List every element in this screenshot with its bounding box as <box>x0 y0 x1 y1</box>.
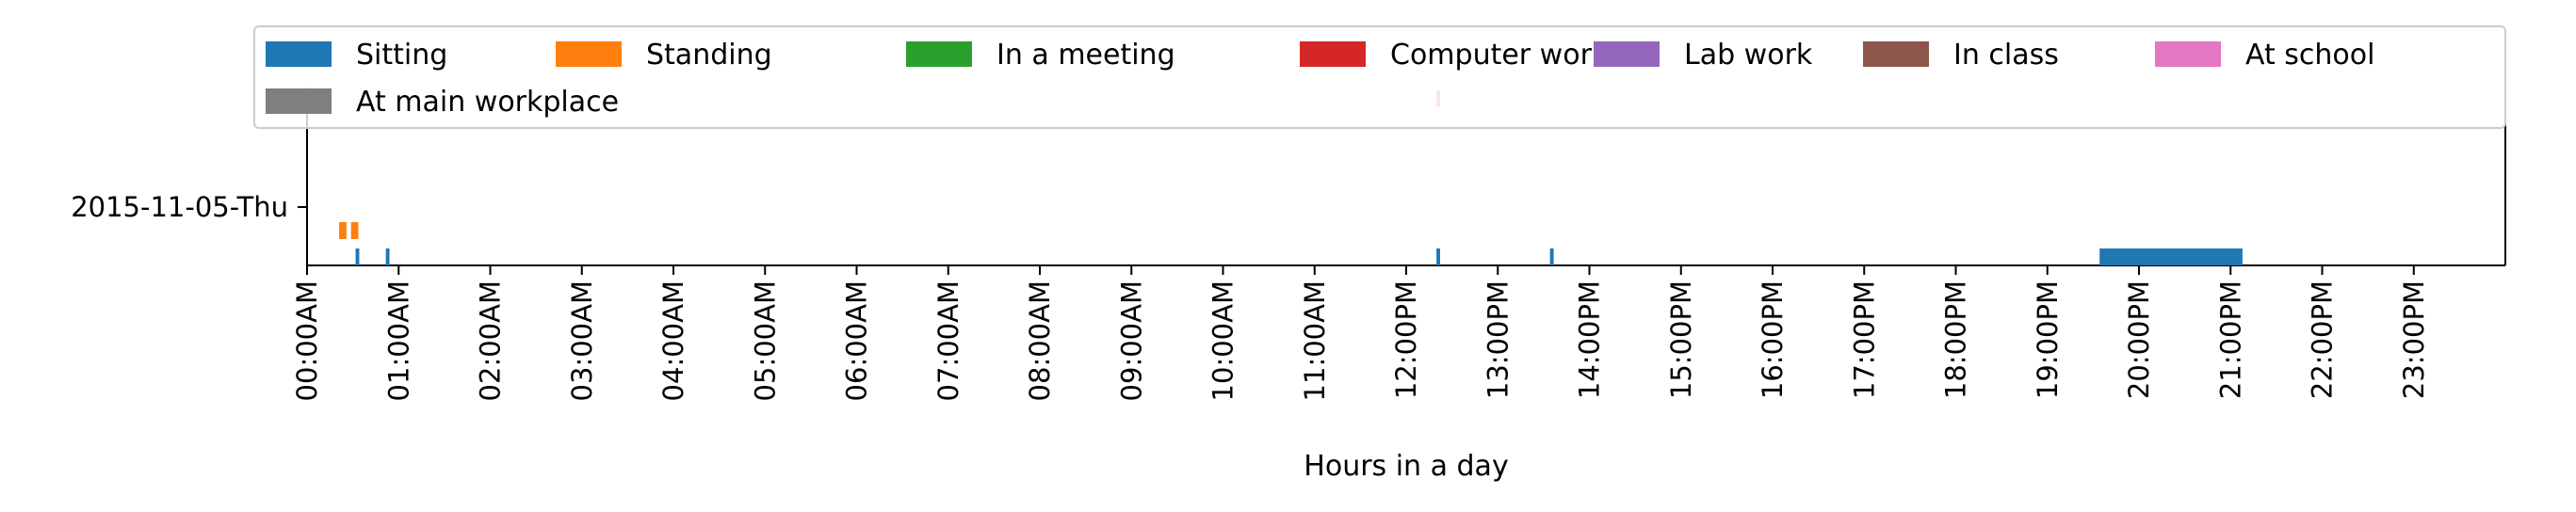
x-ticks: 00:00AM 01:00AM 02:00AM 03:00AM 04:00AM 05:00… <box>291 265 2430 401</box>
bar-sitting-1 <box>385 248 390 265</box>
x-tick-label-0: 00:00AM <box>291 280 323 401</box>
x-tick-label-10: 10:00AM <box>1207 280 1239 401</box>
y-axis: 2015-11-05-Thu <box>71 191 307 223</box>
bar-standing-0 <box>339 222 347 239</box>
x-tick-label-19: 19:00PM <box>2032 280 2064 399</box>
x-tick-label-8: 08:00AM <box>1024 280 1056 401</box>
plot-marks <box>339 90 2243 265</box>
x-tick-label-20: 20:00PM <box>2123 280 2155 399</box>
bar-sitting-2 <box>1436 248 1440 265</box>
bar-sitting-4 <box>2099 248 2243 265</box>
x-tick-label-12: 12:00PM <box>1390 280 1422 399</box>
legend-swatch-lab-work <box>1594 41 1660 67</box>
x-tick-label-18: 18:00PM <box>1940 280 1972 399</box>
x-tick-label-2: 02:00AM <box>475 280 507 401</box>
x-tick-label-21: 21:00PM <box>2214 280 2246 399</box>
x-tick-label-1: 01:00AM <box>382 280 414 401</box>
x-tick-label-16: 16:00PM <box>1757 280 1789 399</box>
x-tick-label-15: 15:00PM <box>1665 280 1697 399</box>
bar-standing-1 <box>350 222 359 239</box>
x-axis-label: Hours in a day <box>1304 450 1508 483</box>
legend-swatch-standing <box>556 41 622 67</box>
x-tick-label-7: 07:00AM <box>932 280 964 401</box>
legend-swatch-sitting <box>266 41 332 67</box>
legend-label-in-class: In class <box>1953 39 2059 72</box>
y-tick-label-0: 2015-11-05-Thu <box>71 191 288 223</box>
x-tick-label-3: 03:00AM <box>566 280 598 401</box>
legend-label-lab-work: Lab work <box>1684 39 1813 72</box>
x-tick-label-4: 04:00AM <box>657 280 689 401</box>
legend-label-computer-work: Computer work <box>1390 39 1609 72</box>
legend-swatch-in-a-meeting <box>906 41 972 67</box>
legend-label-standing: Standing <box>646 39 772 72</box>
x-tick-label-17: 17:00PM <box>1848 280 1880 399</box>
x-tick-label-22: 22:00PM <box>2307 280 2339 399</box>
legend-label-at-main-workplace: At main workplace <box>356 86 619 119</box>
legend-label-at-school: At school <box>2245 39 2374 72</box>
legend-swatch-in-class <box>1863 41 1929 67</box>
legend-swatch-computer-work <box>1300 41 1366 67</box>
x-tick-label-6: 06:00AM <box>841 280 873 401</box>
x-tick-label-5: 05:00AM <box>749 280 781 401</box>
legend-label-sitting: Sitting <box>356 39 447 72</box>
x-tick-label-13: 13:00PM <box>1482 280 1514 399</box>
x-tick-label-14: 14:00PM <box>1574 280 1606 399</box>
bar-sitting-3 <box>1549 248 1554 265</box>
x-tick-label-11: 11:00AM <box>1299 280 1331 401</box>
bar-sitting-0 <box>355 248 360 265</box>
legend-swatch-at-main-workplace <box>266 88 332 114</box>
x-tick-label-23: 23:00PM <box>2398 280 2430 399</box>
legend-label-in-a-meeting: In a meeting <box>996 39 1175 72</box>
legend-swatch-at-school <box>2155 41 2221 67</box>
legend-frame <box>253 25 2506 129</box>
legend: Sitting Standing In a meeting Computer work… <box>253 25 2506 129</box>
x-tick-label-9: 09:00AM <box>1115 280 1147 401</box>
